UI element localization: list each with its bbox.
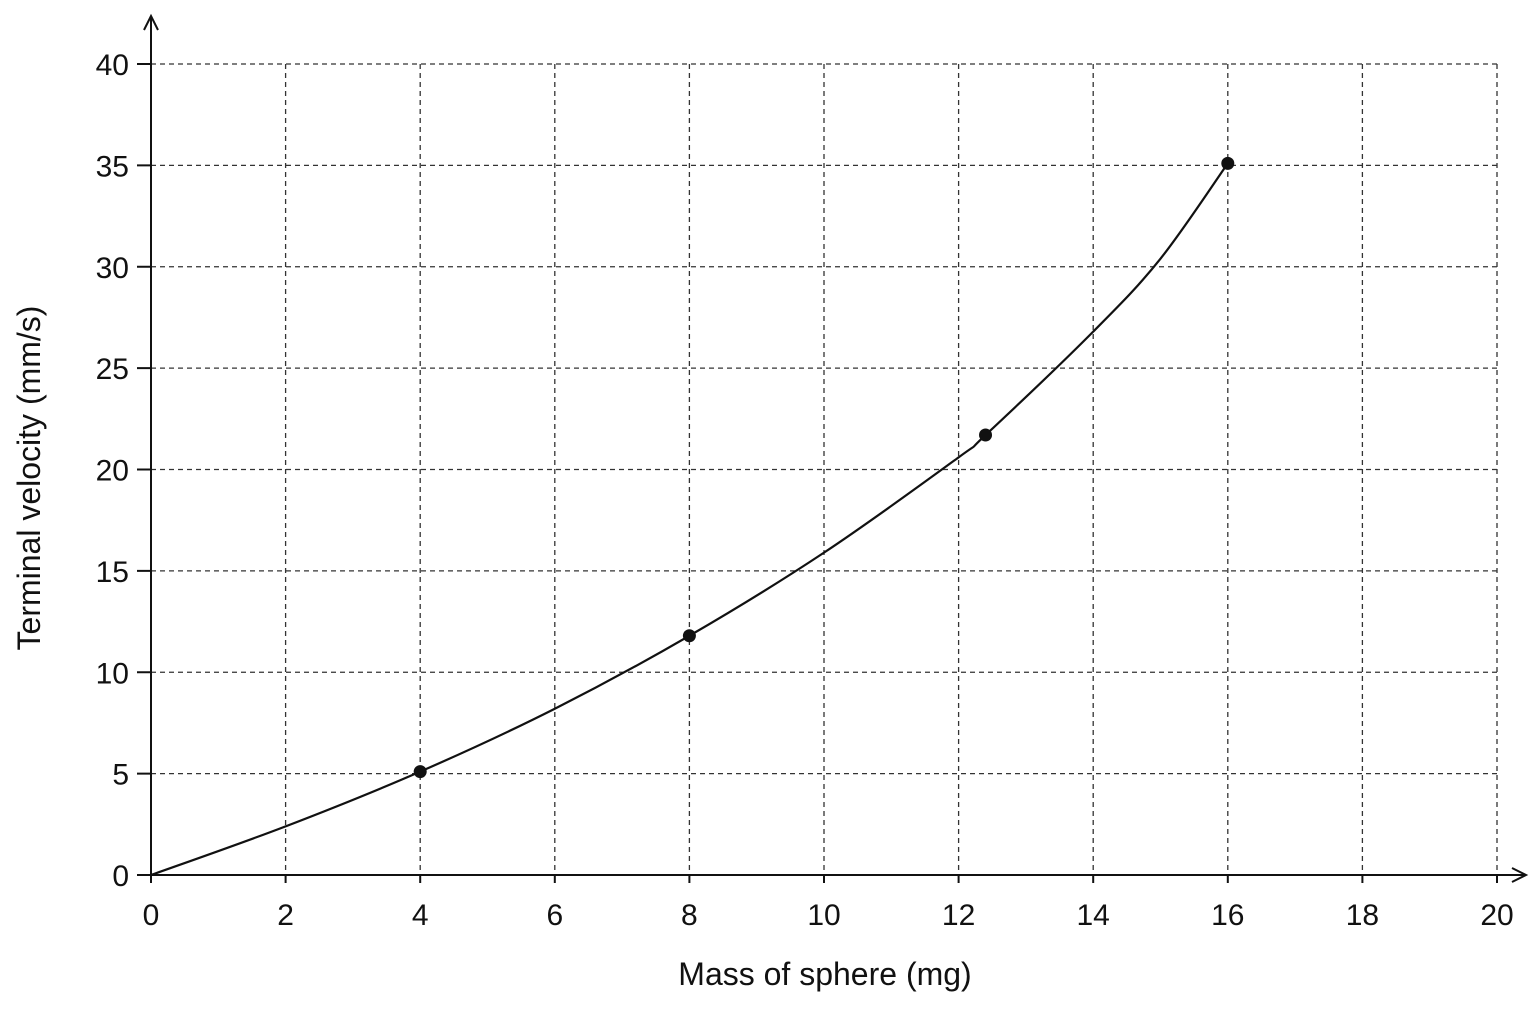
y-tick-label: 0 bbox=[112, 860, 129, 893]
x-tick-label: 18 bbox=[1346, 899, 1379, 932]
y-axis-arrow bbox=[143, 13, 159, 31]
y-tick-label: 30 bbox=[96, 252, 129, 285]
x-tick-label: 14 bbox=[1077, 899, 1110, 932]
x-tick-label: 16 bbox=[1211, 899, 1244, 932]
x-tick-label: 10 bbox=[807, 899, 840, 932]
y-tick-label: 35 bbox=[96, 150, 129, 183]
y-tick-label: 10 bbox=[96, 657, 129, 690]
data-point bbox=[682, 629, 696, 643]
x-tick-label: 12 bbox=[942, 899, 975, 932]
x-tick-label: 6 bbox=[546, 899, 563, 932]
x-tick-label: 2 bbox=[277, 899, 294, 932]
x-tick-label: 8 bbox=[681, 899, 698, 932]
x-tick-label: 20 bbox=[1480, 899, 1513, 932]
y-tick-label: 5 bbox=[112, 759, 129, 792]
y-tick-label: 15 bbox=[96, 556, 129, 589]
x-axis-arrow bbox=[1511, 867, 1529, 883]
x-tick-label: 4 bbox=[412, 899, 429, 932]
data-point bbox=[1221, 156, 1235, 170]
data-point bbox=[413, 765, 427, 779]
x-axis-title: Mass of sphere (mg) bbox=[678, 956, 971, 992]
y-tick-label: 40 bbox=[96, 49, 129, 82]
data-series bbox=[150, 156, 1235, 877]
y-axis-title: Terminal velocity (mm/s) bbox=[11, 306, 47, 651]
data-point bbox=[979, 428, 993, 442]
x-tick-label: 0 bbox=[143, 899, 160, 932]
y-tick-label: 25 bbox=[96, 353, 129, 386]
grid bbox=[151, 63, 1498, 875]
axes bbox=[143, 13, 1529, 883]
ticks: 0 2 4 6 8 10 12 14 16 18 20 0 5 10 15 20 25 30 35 40 bbox=[96, 49, 1514, 932]
best-fit-curve bbox=[150, 162, 1229, 877]
y-tick-label: 20 bbox=[96, 455, 129, 488]
